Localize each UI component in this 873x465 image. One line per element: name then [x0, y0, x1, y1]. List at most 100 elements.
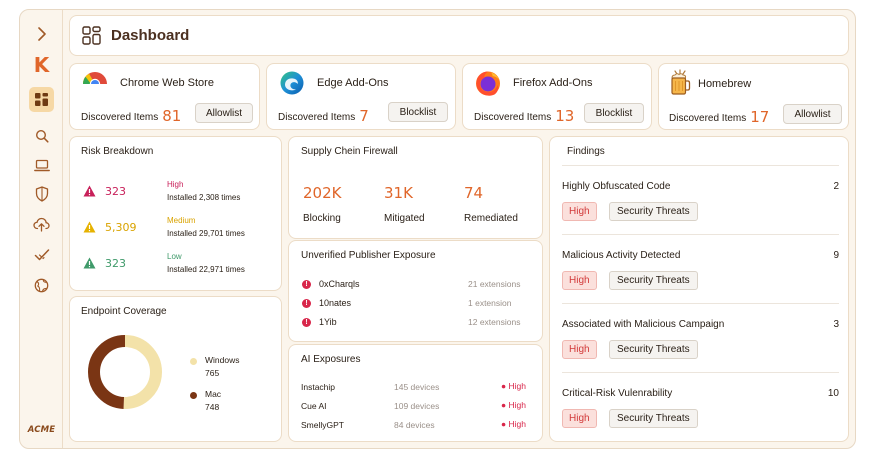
publisher-extensions: 1 extension	[468, 298, 512, 308]
card-title: Supply Chein Firewall	[301, 146, 398, 157]
dashboard-icon	[35, 93, 48, 106]
discovered-label: Discovered Items	[669, 113, 747, 124]
discovered-count: 81	[162, 107, 182, 125]
ai-tool-severity: ● High	[501, 419, 526, 429]
card-title: Unverified Publisher Exposure	[301, 250, 436, 261]
store-card-edge: Edge Add-Ons Discovered Items 7 Blocklist	[266, 63, 456, 130]
warning-icon	[83, 185, 96, 197]
blocking-label: Blocking	[303, 213, 341, 224]
mitigated-value: 31K	[384, 184, 413, 202]
ai-tool-name[interactable]: Cue AI	[301, 401, 327, 411]
store-name: Edge Add-Ons	[317, 77, 389, 89]
risk-high-installed: Installed 2,308 times	[167, 193, 241, 202]
blocklist-button[interactable]: Blocklist	[388, 102, 448, 122]
publisher-extensions: 21 extensions	[468, 279, 521, 289]
finding-name[interactable]: Critical-Risk Vulenrability	[562, 388, 673, 399]
publisher-name[interactable]: 1Yib	[319, 317, 337, 327]
ai-tool-severity: ● High	[501, 381, 526, 391]
card-title: Findings	[567, 146, 605, 157]
finding-count: 3	[833, 319, 839, 330]
ai-tool-severity-label: High	[508, 381, 526, 391]
store-name: Firefox Add-Ons	[513, 77, 593, 89]
finding-name[interactable]: Highly Obfuscated Code	[562, 181, 671, 192]
ai-tool-severity-label: High	[508, 400, 526, 410]
publisher-exposure-card: Unverified Publisher Exposure ! 0xCharql…	[288, 240, 543, 342]
store-card-homebrew: Homebrew Discovered Items 17 Allowlist	[658, 63, 849, 130]
legend-mac-swatch	[190, 392, 197, 399]
cloud-upload-icon	[33, 217, 50, 232]
shield-icon	[35, 186, 48, 202]
sidebar-item-security[interactable]	[20, 185, 63, 203]
page-title: Dashboard	[111, 27, 190, 44]
ai-tool-severity-label: High	[508, 419, 526, 429]
risk-medium-value: 5,309	[105, 221, 137, 234]
sidebar-item-devices[interactable]	[20, 156, 63, 174]
remediated-value: 74	[464, 184, 484, 202]
legend-windows-value: 765	[205, 368, 220, 378]
card-title: AI Exposures	[301, 354, 361, 365]
finding-name[interactable]: Associated with Malicious Campaign	[562, 319, 725, 330]
allowlist-button[interactable]: Allowlist	[195, 103, 253, 123]
divider	[562, 303, 839, 304]
brand-logo: K	[20, 53, 63, 77]
risk-low-installed: Installed 22,971 times	[167, 265, 245, 274]
discovered-count: 17	[750, 108, 770, 126]
store-card-chrome: Chrome Web Store Discovered Items 81 Allo…	[69, 63, 260, 130]
category-tag: Security Threats	[609, 409, 698, 428]
discovered-items: Discovered Items 17	[669, 108, 769, 126]
check-double-icon	[34, 249, 49, 261]
store-card-firefox: Firefox Add-Ons Discovered Items 13 Block…	[462, 63, 652, 130]
ai-tool-name[interactable]: SmellyGPT	[301, 420, 344, 430]
page-header: Dashboard	[69, 15, 849, 56]
risk-breakdown-card: Risk Breakdown 323 High Installed 2,308 …	[69, 136, 282, 291]
discovered-label: Discovered Items	[278, 112, 356, 123]
category-tag: Security Threats	[609, 340, 698, 359]
endpoint-coverage-card: Endpoint Coverage Windows 765 Mac 748	[69, 296, 282, 442]
ai-exposures-card: AI Exposures Instachip 145 devices ● Hig…	[288, 344, 543, 442]
divider	[562, 372, 839, 373]
sidebar-item-approvals[interactable]	[20, 246, 63, 264]
globe-icon	[34, 278, 49, 292]
app-frame: K ACME Dashboard	[19, 9, 856, 449]
finding-name[interactable]: Malicious Activity Detected	[562, 250, 681, 261]
legend-mac-value: 748	[205, 402, 220, 412]
firefox-icon	[476, 71, 500, 96]
finding-count: 9	[833, 250, 839, 261]
search-icon	[35, 129, 49, 143]
alert-icon: !	[302, 318, 311, 327]
discovered-count: 13	[555, 107, 575, 125]
discovered-items: Discovered Items 13	[474, 107, 574, 125]
expand-sidebar-button[interactable]	[20, 25, 63, 43]
publisher-name[interactable]: 10nates	[319, 298, 352, 308]
supply-chain-card: Supply Chein Firewall 202K Blocking 31K …	[288, 136, 543, 239]
donut-slice-mac	[88, 335, 162, 409]
legend-windows-name: Windows	[205, 355, 240, 365]
sidebar-item-network[interactable]	[20, 276, 63, 294]
publisher-name[interactable]: 0xCharqls	[319, 279, 360, 289]
legend-windows-swatch	[190, 358, 197, 365]
discovered-label: Discovered Items	[81, 112, 159, 123]
dashboard-icon	[82, 26, 101, 45]
sidebar: K ACME	[20, 10, 63, 448]
severity-tag: High	[562, 271, 597, 290]
ai-tool-devices: 109 devices	[394, 401, 440, 411]
sidebar-item-search[interactable]	[20, 127, 63, 145]
footer-logo-text: ACME	[27, 425, 56, 435]
severity-tag: High	[562, 340, 597, 359]
chrome-icon	[82, 72, 108, 97]
risk-high-value: 323	[105, 185, 126, 198]
risk-low-label: Low	[167, 252, 182, 261]
legend-mac-name: Mac	[205, 389, 222, 399]
blocklist-button[interactable]: Blocklist	[584, 103, 644, 123]
remediated-label: Remediated	[464, 213, 518, 224]
sidebar-item-upload[interactable]	[20, 215, 63, 233]
ai-tool-devices: 84 devices	[394, 420, 435, 430]
discovered-items: Discovered Items 7	[278, 107, 369, 125]
finding-count: 2	[833, 181, 839, 192]
allowlist-button[interactable]: Allowlist	[783, 104, 842, 124]
store-name: Homebrew	[698, 78, 752, 90]
alert-icon: !	[302, 280, 311, 289]
ai-tool-name[interactable]: Instachip	[301, 382, 336, 392]
ai-tool-devices: 145 devices	[394, 382, 440, 392]
sidebar-item-dashboard[interactable]	[29, 87, 54, 112]
